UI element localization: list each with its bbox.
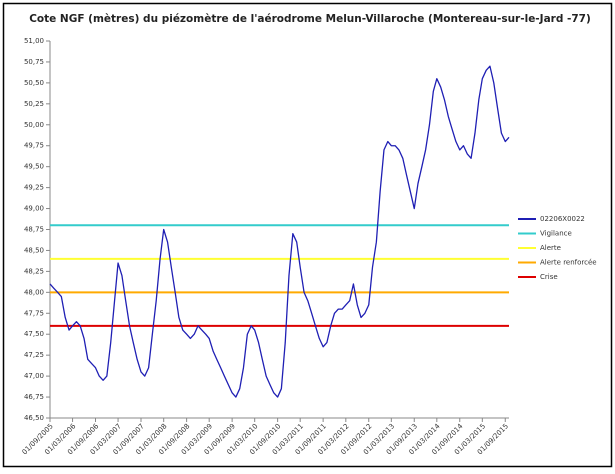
- y-tick-label: 49,00: [24, 205, 44, 213]
- chart-frame: [2, 2, 613, 468]
- y-tick-label: 50,75: [24, 58, 44, 66]
- y-tick-label: 48,00: [24, 288, 44, 296]
- y-tick-label: 47,75: [24, 309, 44, 317]
- legend-label: 02206X0022: [540, 215, 585, 223]
- y-tick-label: 50,00: [24, 121, 44, 129]
- y-tick-label: 48,50: [24, 246, 44, 254]
- data-line: [49, 65, 510, 398]
- y-tick-label: 50,25: [24, 100, 44, 108]
- y-tick-label: 47,00: [24, 372, 44, 380]
- y-tick-label: 48,75: [24, 226, 44, 234]
- y-tick-label: 46,75: [24, 393, 44, 401]
- y-tick-label: 47,50: [24, 330, 44, 338]
- legend-label: Alerte: [540, 244, 561, 252]
- y-tick-label: 51,00: [24, 37, 44, 45]
- y-tick-label: 46,50: [24, 414, 44, 422]
- y-tick-label: 49,75: [24, 142, 44, 150]
- legend-label: Alerte renforcée: [540, 259, 597, 267]
- y-tick-label: 49,25: [24, 184, 44, 192]
- chart-title: Cote NGF (mètres) du piézomètre de l'aér…: [29, 13, 591, 25]
- legend-label: Crise: [540, 273, 558, 281]
- y-tick-label: 47,25: [24, 351, 44, 359]
- y-tick-label: 48,25: [24, 267, 44, 275]
- y-tick-label: 50,50: [24, 79, 44, 87]
- y-tick-label: 49,50: [24, 163, 44, 171]
- legend-label: Vigilance: [540, 230, 572, 238]
